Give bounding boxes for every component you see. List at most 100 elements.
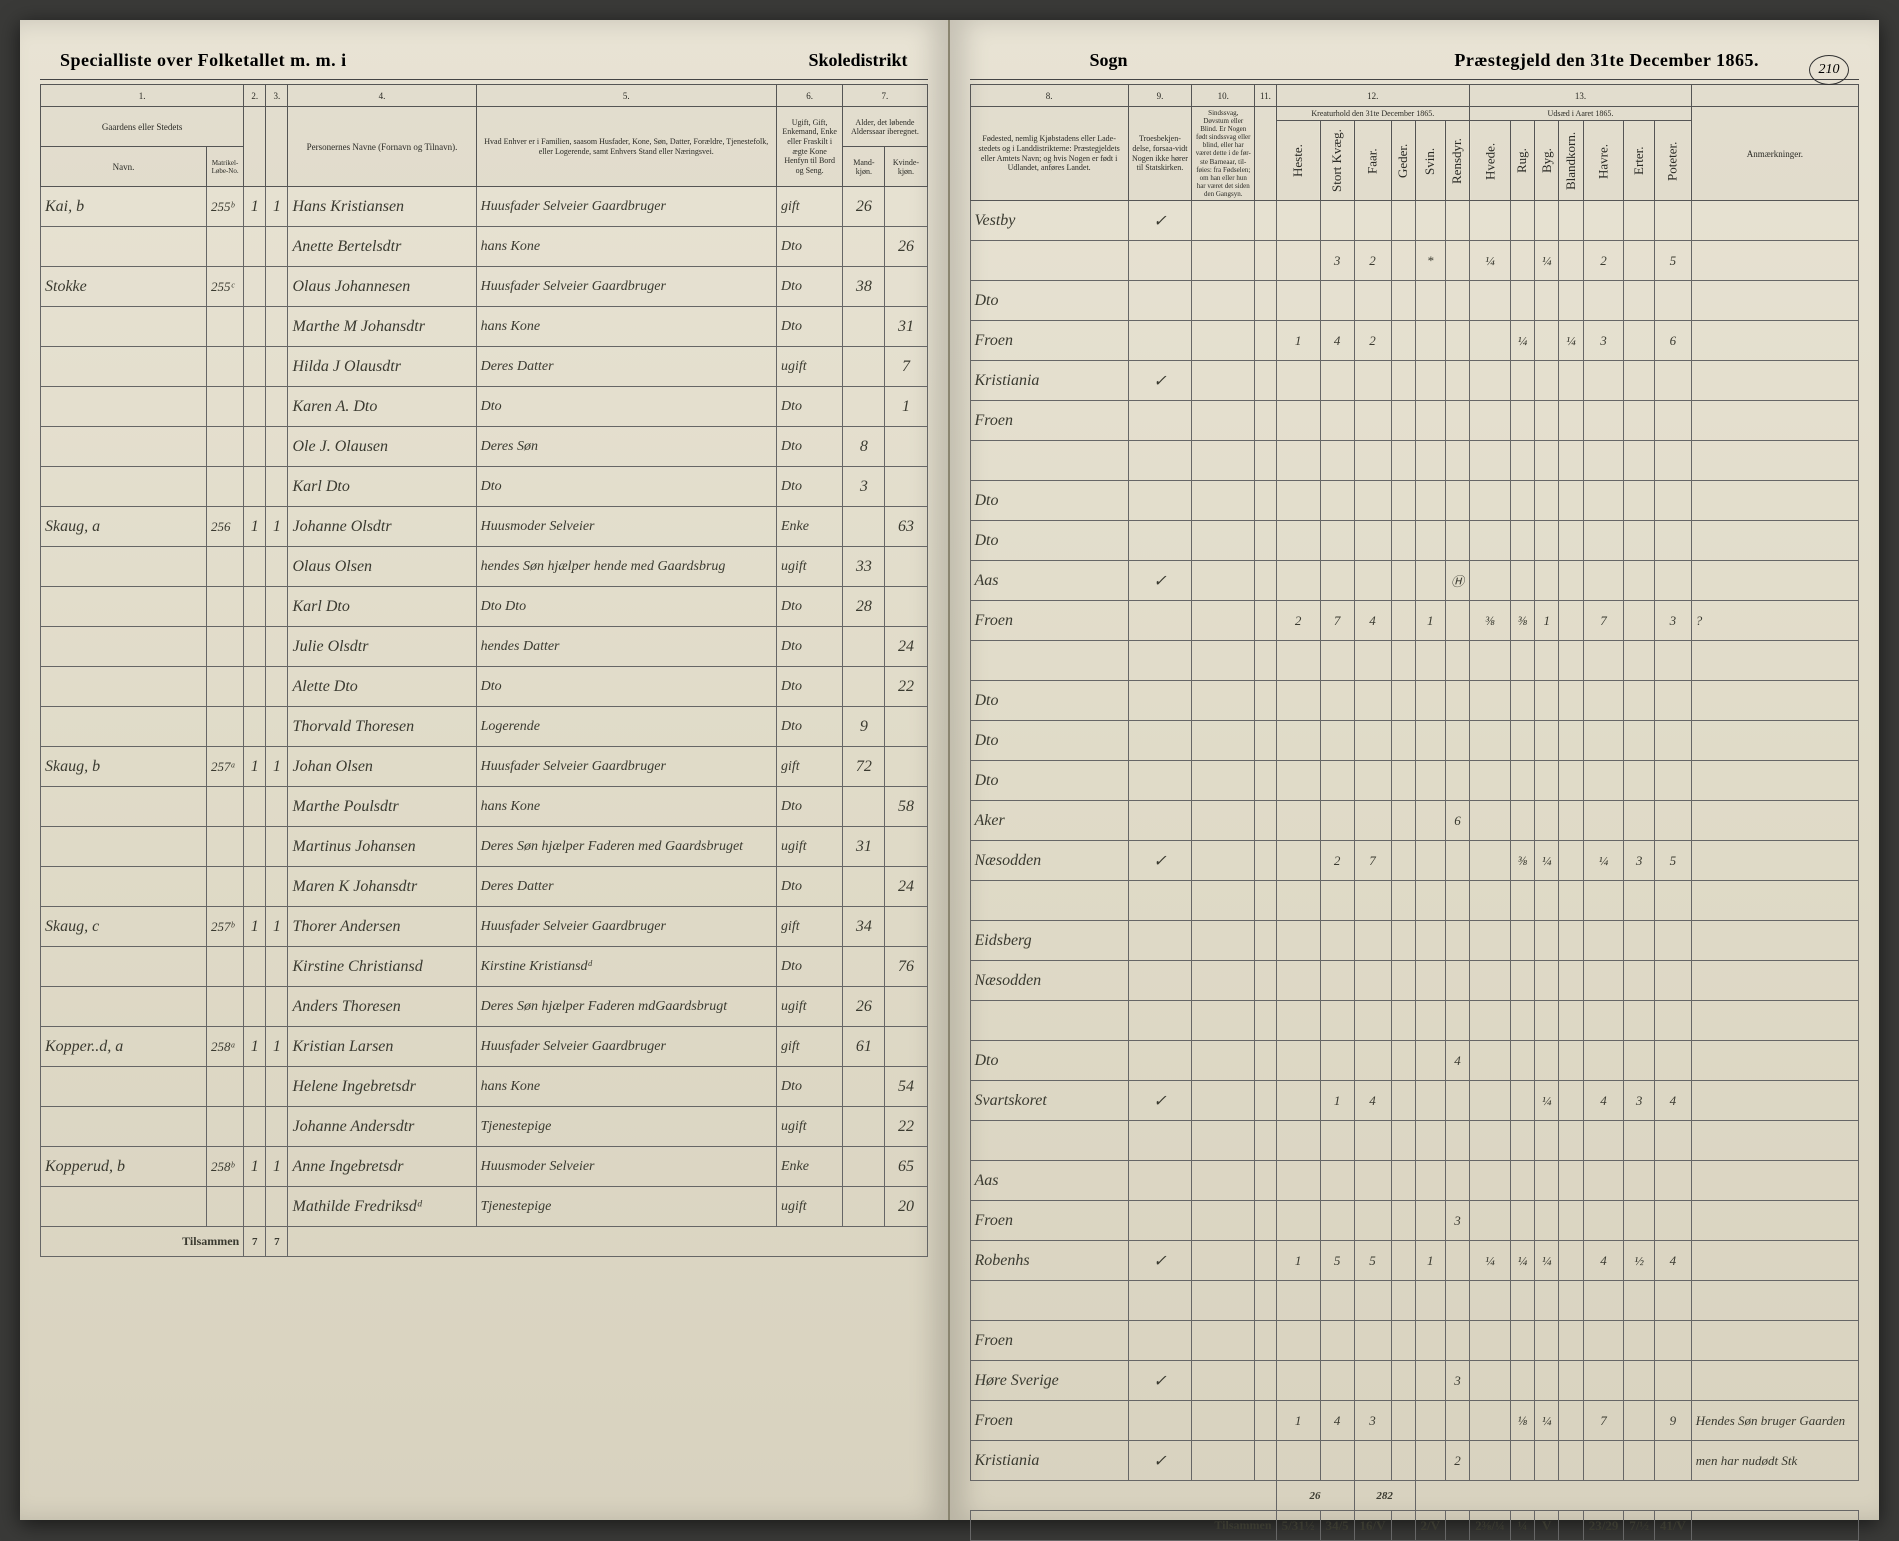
crop-cell <box>1535 281 1559 321</box>
crop-cell <box>1624 1401 1654 1441</box>
col1-num: 1. <box>41 85 244 107</box>
remarks-cell <box>1691 1241 1858 1281</box>
livestock-cell: 1 <box>1415 1241 1445 1281</box>
crop-cell <box>1535 441 1559 481</box>
crop-cell <box>1583 1001 1624 1041</box>
religion-cell <box>1128 921 1191 961</box>
crop-cell: 3 <box>1654 601 1691 641</box>
count-b-cell: 1 <box>266 1147 288 1187</box>
matrikel-cell <box>206 827 243 867</box>
religion-cell <box>1128 601 1191 641</box>
religion-cell: ✓ <box>1128 1081 1191 1121</box>
pre2: 282 <box>1354 1481 1415 1511</box>
table-row: Julie Olsdtrhendes DatterDto24 <box>41 627 928 667</box>
table-row: Kristiania✓2men har nudødt Stk <box>970 1441 1859 1481</box>
disability-cell <box>1192 361 1255 401</box>
table-row: Dto <box>970 521 1859 561</box>
count-a-cell <box>244 627 266 667</box>
crop-cell: ⅛ <box>1510 1401 1534 1441</box>
place-cell <box>41 667 207 707</box>
crop-cell <box>1535 1161 1559 1201</box>
livestock-cell: 2 <box>1354 241 1391 281</box>
religion-cell <box>1128 1401 1191 1441</box>
crop-cell <box>1583 441 1624 481</box>
table-row: Froen2741⅜⅜173? <box>970 601 1859 641</box>
crop-cell <box>1535 1041 1559 1081</box>
livestock-cell <box>1391 361 1415 401</box>
table-row: Hilda J OlausdtrDeres Datterugift7 <box>41 347 928 387</box>
crop-cell <box>1654 561 1691 601</box>
livestock-cell: 1 <box>1320 1081 1354 1121</box>
status-cell: Enke <box>776 1147 842 1187</box>
disability-cell <box>1192 1361 1255 1401</box>
livestock-cell <box>1445 481 1469 521</box>
subhead: Heste. <box>1276 121 1320 201</box>
crop-cell <box>1510 641 1534 681</box>
crop-cell <box>1559 481 1583 521</box>
remarks-cell <box>1691 321 1858 361</box>
relation-cell: Deres Søn <box>476 427 776 467</box>
birthplace-cell: Næsodden <box>970 961 1128 1001</box>
crop-cell <box>1535 681 1559 721</box>
crop-cell: ¼ <box>1535 1241 1559 1281</box>
place-cell <box>41 587 207 627</box>
livestock-cell <box>1276 201 1320 241</box>
table-row: Stokke255ᶜOlaus JohannesenHuusfader Selv… <box>41 267 928 307</box>
col4-num: 4. <box>288 85 476 107</box>
crop-cell <box>1510 1281 1534 1321</box>
crop-cell <box>1583 641 1624 681</box>
livestock-cell <box>1391 1401 1415 1441</box>
age-m-cell <box>843 1187 885 1227</box>
crop-cell <box>1654 281 1691 321</box>
status-cell: Dto <box>776 387 842 427</box>
crop-cell <box>1654 401 1691 441</box>
crop-cell <box>1559 801 1583 841</box>
footer-total-cell <box>1391 1511 1415 1541</box>
birthplace-cell <box>970 441 1128 481</box>
table-row <box>970 641 1859 681</box>
footer-total-cell: 34/5 <box>1320 1511 1354 1541</box>
table-row <box>970 441 1859 481</box>
crop-cell: ¼ <box>1559 321 1583 361</box>
col7b-head: Kvinde-kjøn. <box>885 147 927 187</box>
place-cell <box>41 1067 207 1107</box>
disability-cell <box>1192 1201 1255 1241</box>
crop-cell <box>1559 601 1583 641</box>
place-cell: Skaug, a <box>41 507 207 547</box>
crop-cell <box>1559 761 1583 801</box>
crop-cell <box>1624 241 1654 281</box>
crop-cell: ¼ <box>1535 1081 1559 1121</box>
livestock-cell <box>1320 201 1354 241</box>
crop-cell <box>1470 1361 1511 1401</box>
name-cell: Martinus Johansen <box>288 827 476 867</box>
col-anm-blank <box>1691 85 1858 107</box>
crop-cell <box>1510 761 1534 801</box>
relation-cell: Huusfader Selveier Gaardbruger <box>476 747 776 787</box>
crop-cell <box>1559 441 1583 481</box>
crop-cell: 3 <box>1624 1081 1654 1121</box>
age-m-cell: 26 <box>843 987 885 1027</box>
col11-cell <box>1255 1241 1276 1281</box>
disability-cell <box>1192 921 1255 961</box>
livestock-cell <box>1445 681 1469 721</box>
crop-cell <box>1654 1281 1691 1321</box>
col2-num: 2. <box>244 85 266 107</box>
livestock-cell <box>1391 1161 1415 1201</box>
count-a-cell <box>244 867 266 907</box>
livestock-cell <box>1415 961 1445 1001</box>
livestock-cell <box>1415 401 1445 441</box>
age-f-cell <box>885 467 927 507</box>
livestock-cell <box>1354 1121 1391 1161</box>
livestock-cell <box>1320 281 1354 321</box>
disability-cell <box>1192 1321 1255 1361</box>
crop-cell <box>1470 321 1511 361</box>
livestock-cell <box>1445 961 1469 1001</box>
count-a-cell: 1 <box>244 1147 266 1187</box>
table-row: Eidsberg <box>970 921 1859 961</box>
table-row: Froen143⅛¼79Hendes Søn bruger Gaarden <box>970 1401 1859 1441</box>
col10-head: Sindssvag, Døvstum eller Blind. Er Nogen… <box>1192 107 1255 201</box>
crop-cell <box>1654 881 1691 921</box>
age-f-cell <box>885 1027 927 1067</box>
remarks-cell <box>1691 281 1858 321</box>
disability-cell <box>1192 1001 1255 1041</box>
